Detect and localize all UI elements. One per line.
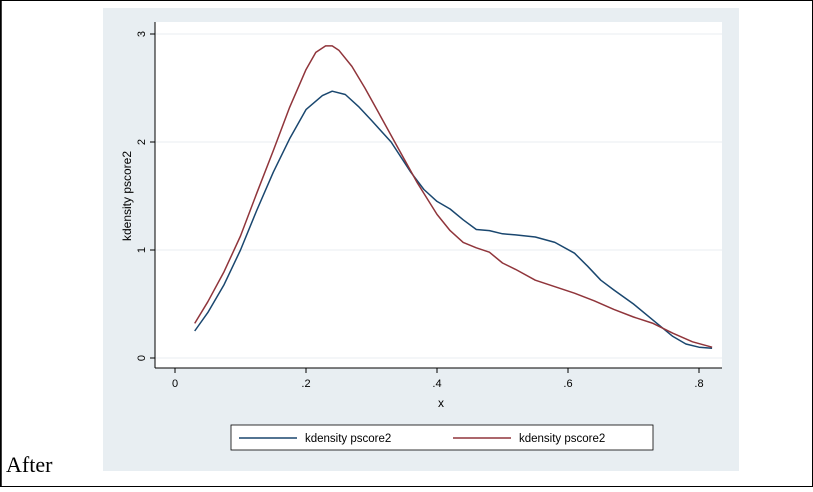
x-tick-label: .8 [694, 378, 703, 390]
plot-area [155, 22, 722, 368]
cell-label: After [6, 452, 53, 477]
y-tick-label: 1 [136, 247, 148, 253]
gridlines [155, 33, 722, 359]
y-tick-label: 0 [136, 355, 148, 361]
x-tick-label: .6 [563, 378, 572, 390]
axes: 0 1 2 3 0 .2 .4 .6 .8 [136, 22, 722, 390]
legend-label-series-2: kdensity pscore2 [519, 433, 605, 445]
legend-box [230, 424, 654, 451]
legend-label-series-1: kdensity pscore2 [305, 433, 391, 445]
series-line-2 [194, 45, 713, 348]
x-tick-label: .4 [432, 378, 441, 390]
y-axis-label: kdensity pscore2 [120, 151, 134, 241]
y-tick-label: 3 [136, 31, 148, 37]
legend: kdensity pscore2 kdensity pscore2 [230, 424, 654, 451]
x-tick-label: .2 [301, 378, 310, 390]
x-axis-label: x [438, 396, 444, 410]
series-lines [194, 45, 713, 350]
series-line-1 [194, 90, 713, 350]
y-tick-label: 2 [136, 139, 148, 145]
x-tick-label: 0 [172, 378, 178, 390]
